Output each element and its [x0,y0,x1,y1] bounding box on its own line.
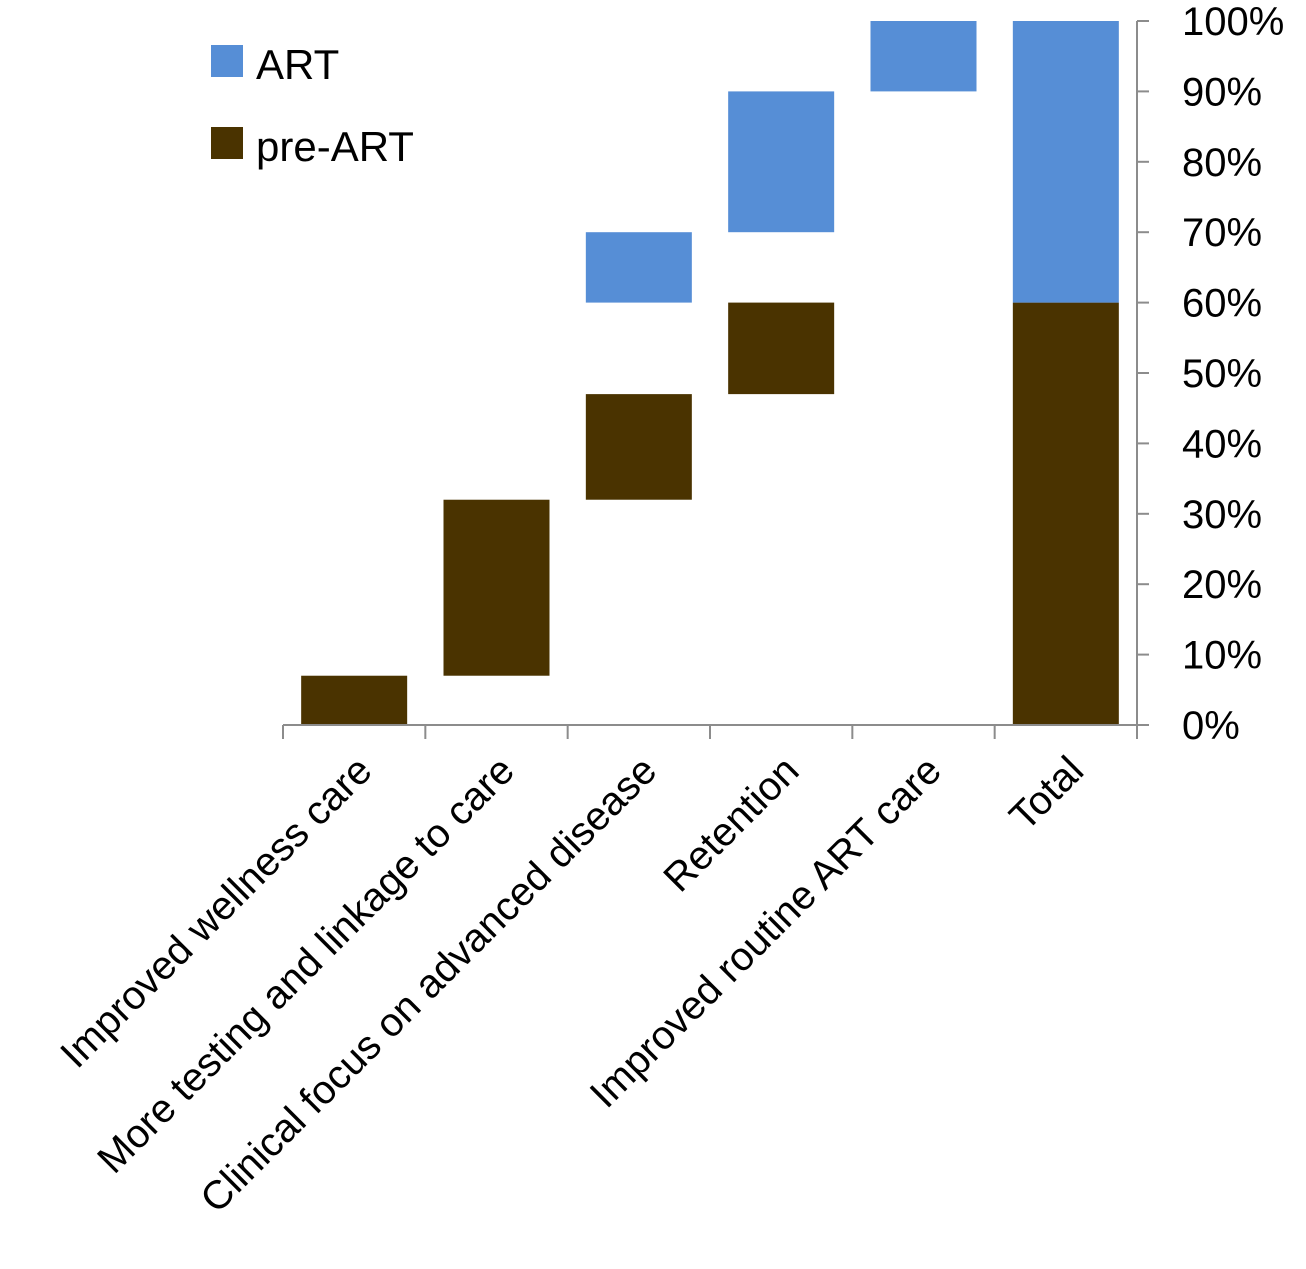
bar-pre-art-2 [585,394,692,500]
bar-pre-art-3 [728,302,835,395]
legend-swatch [211,127,243,159]
y-tick-label: 30% [1182,493,1262,537]
legend-label: ART [256,41,339,88]
y-tick-label: 40% [1182,422,1262,466]
bar-art-4 [870,21,977,92]
y-tick-label: 100% [1182,0,1284,44]
y-tick-label: 10% [1182,634,1262,678]
bars-layer [301,21,1119,725]
x-category-label: Retention [655,748,807,900]
bar-pre-art-0 [301,675,408,725]
bar-art-3 [728,91,835,233]
legend: ART pre-ART [211,41,414,170]
y-tick-label: 0% [1182,704,1240,748]
x-category-label: Total [1001,748,1092,839]
y-tick-label: 90% [1182,70,1262,114]
y-tick-label: 60% [1182,282,1262,326]
y-tick-label: 70% [1182,211,1262,255]
bar-art-5 [1012,21,1119,303]
bar-pre-art-5 [1012,302,1119,725]
legend-label: pre-ART [256,123,414,170]
y-tick-label: 50% [1182,352,1262,396]
bar-art-2 [585,232,692,303]
bar-pre-art-1 [443,499,550,676]
legend-swatch [211,45,243,77]
y-tick-label: 80% [1182,141,1262,185]
axes-layer [282,20,1149,739]
y-tick-labels: 0% 10% 20% 30% 40% 50% 60% 70% 80% 90% 100% [1182,0,1284,748]
y-tick-label: 20% [1182,563,1262,607]
